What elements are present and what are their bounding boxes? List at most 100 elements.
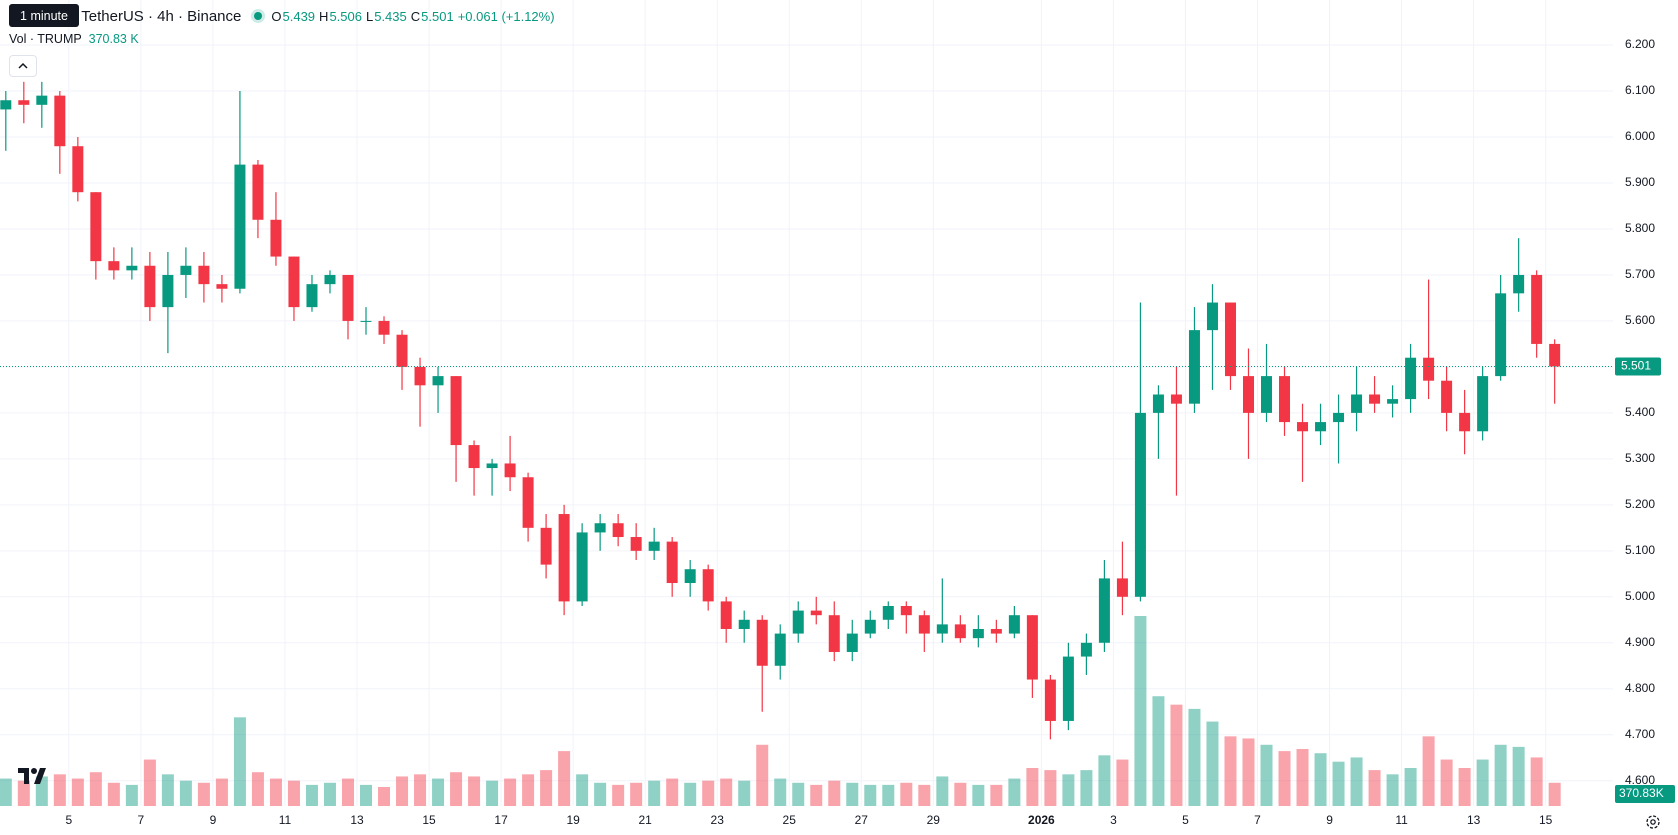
candle-body: [18, 100, 30, 105]
volume-bar: [1224, 736, 1237, 806]
logo-shape: [18, 768, 46, 784]
volume-bar: [576, 774, 589, 806]
candle-body: [360, 320, 372, 322]
y-tick-label: 6.200: [1625, 37, 1655, 51]
candle-body: [126, 265, 138, 271]
candle-body: [1351, 394, 1363, 413]
candle-body: [918, 615, 930, 634]
candle-body: [756, 619, 768, 666]
volume-bar: [1476, 759, 1489, 806]
y-tick-label: 5.300: [1625, 451, 1655, 465]
candle-body: [1459, 412, 1471, 432]
candle-body: [648, 541, 660, 551]
candle-body: [378, 320, 390, 335]
volume-bar: [990, 784, 1003, 806]
volume-bar: [414, 774, 427, 806]
volume-bar: [594, 782, 607, 806]
candle-body: [162, 274, 174, 308]
candle-body: [1116, 578, 1128, 597]
candle-body: [144, 265, 156, 308]
close-value: 5.501: [421, 8, 454, 24]
candle-body: [828, 615, 840, 652]
candle-body: [1152, 394, 1164, 413]
volume-bar: [504, 778, 517, 806]
volume-bar: [1512, 746, 1525, 806]
candle-body: [864, 619, 876, 634]
candle-body: [342, 274, 354, 321]
high-label: H: [319, 8, 329, 24]
volume-bar: [972, 784, 985, 806]
candle-body: [1423, 357, 1435, 381]
volume-bar: [215, 778, 228, 806]
y-tick-label: 4.600: [1625, 773, 1655, 787]
volume-bar: [107, 782, 120, 806]
volume-bar: [378, 787, 391, 806]
candle-body: [1080, 642, 1092, 657]
candle-body: [540, 527, 552, 565]
volume-bar: [432, 778, 445, 806]
tooltip: 1 minute: [9, 4, 79, 27]
volume-bar: [0, 778, 12, 806]
volume-bar: [89, 772, 102, 806]
volume-bar: [17, 780, 30, 806]
volume-bar: [846, 782, 859, 806]
volume-bar: [1440, 759, 1453, 806]
x-tick-label: 7: [138, 813, 145, 827]
candle-body: [1026, 615, 1038, 680]
volume-bar: [1008, 778, 1021, 806]
candle-body: [702, 569, 714, 602]
candle-body: [1134, 412, 1146, 597]
y-tick-label: 5.700: [1625, 267, 1655, 281]
x-tick-label: 25: [783, 813, 797, 827]
volume-bar: [450, 772, 463, 806]
status-dot: [251, 9, 266, 23]
candle-body: [522, 477, 534, 528]
y-tick-label: 5.900: [1625, 175, 1655, 189]
volume-pane: [0, 616, 1561, 806]
volume-bar: [305, 784, 318, 806]
volume-bar: [1296, 749, 1309, 806]
settings-icon[interactable]: [1646, 815, 1660, 829]
x-tick-label: 23: [711, 813, 725, 827]
candles: [0, 81, 1561, 740]
candle-body: [630, 537, 642, 551]
low-label: L: [365, 8, 374, 24]
volume-bar: [396, 776, 409, 806]
volume-tag-label: 370.83K: [1619, 786, 1664, 800]
candle-body: [558, 514, 570, 602]
volume-bar: [666, 778, 679, 806]
candle-body: [738, 619, 750, 629]
candle-body: [684, 569, 696, 584]
volume-bar: [197, 782, 210, 806]
volume-bar: [1314, 753, 1327, 806]
volume-bar: [468, 776, 481, 806]
candle-body: [234, 164, 246, 289]
change: +0.061 (+1.12%): [457, 8, 555, 24]
candle-body: [1261, 376, 1273, 413]
candle-body: [324, 274, 336, 285]
volume-bar: [828, 780, 841, 806]
candle-body: [36, 95, 48, 105]
x-tick-label: 13: [1467, 813, 1481, 827]
volume-bar: [522, 774, 535, 806]
candle-body: [1297, 422, 1309, 432]
x-tick-label: 7: [1254, 813, 1261, 827]
candle-body: [900, 605, 912, 616]
candle-body: [198, 265, 210, 285]
x-tick-label: 15: [422, 813, 436, 827]
volume-bar: [738, 780, 751, 806]
volume-bar: [1242, 738, 1255, 806]
volume-bar: [612, 784, 625, 806]
candle-body: [486, 463, 498, 469]
volume-bar: [1332, 761, 1345, 806]
candle-body: [612, 523, 624, 538]
volume-bar: [1188, 708, 1201, 806]
collapse-button[interactable]: [9, 55, 37, 77]
volume-bar: [1530, 757, 1543, 806]
volume-bar: [702, 780, 715, 806]
candle-body: [666, 541, 678, 584]
volume-bar: [792, 782, 805, 806]
volume-bar: [810, 784, 823, 806]
volume-bar: [1026, 768, 1039, 806]
candle-body: [972, 628, 984, 639]
